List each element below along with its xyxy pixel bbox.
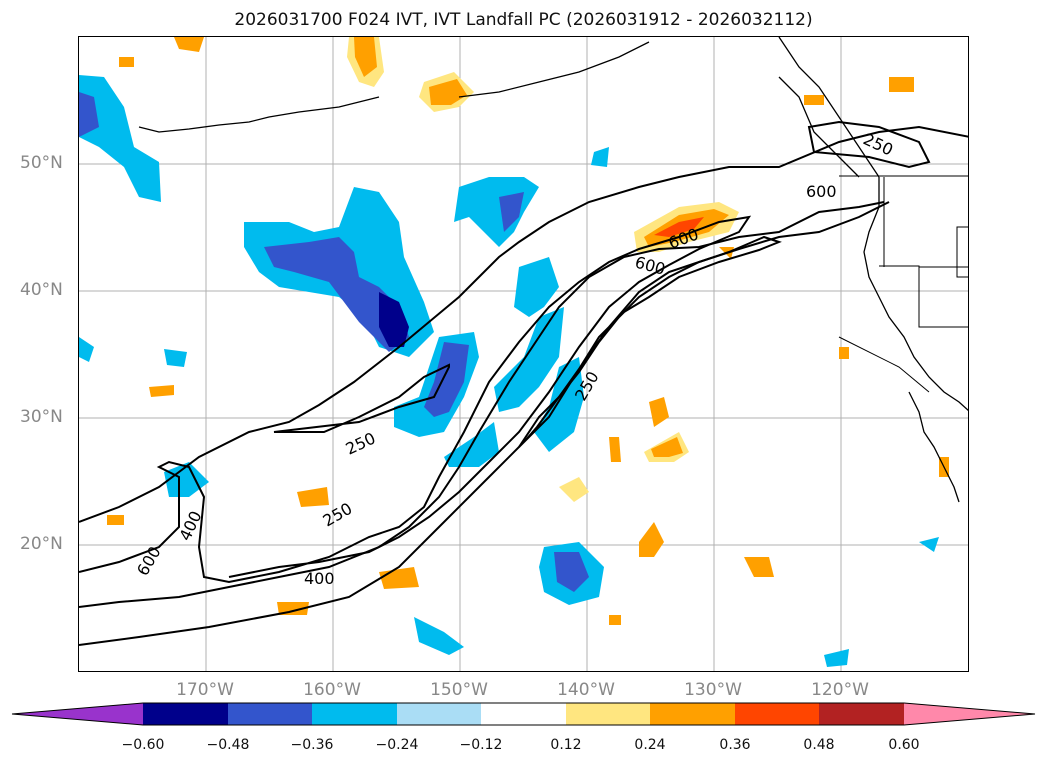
colorbar-outline bbox=[11, 702, 1036, 726]
lat-label: 30°N bbox=[20, 407, 63, 427]
colorbar-tick: 0.36 bbox=[719, 737, 751, 753]
negative-pc-regions bbox=[79, 75, 939, 667]
lon-label: 160°W bbox=[303, 680, 361, 700]
colorbar-bin bbox=[735, 703, 819, 725]
coastline bbox=[138, 37, 968, 503]
contour-label: 600 bbox=[806, 182, 837, 201]
colorbar-tick: −0.24 bbox=[375, 737, 419, 753]
lat-label: 20°N bbox=[20, 534, 63, 554]
graticule bbox=[79, 37, 968, 671]
lon-label: 120°W bbox=[811, 680, 869, 700]
map-panel: 250 250 250 250 400 400 600 600 600 600 bbox=[78, 36, 969, 672]
colorbar-over-arrow bbox=[904, 703, 1035, 725]
colorbar bbox=[11, 702, 1036, 726]
ivt-contours bbox=[79, 120, 968, 646]
colorbar-bin bbox=[481, 703, 566, 725]
colorbar-bin bbox=[143, 703, 228, 725]
colorbar-tick: 0.12 bbox=[550, 737, 582, 753]
lon-label: 170°W bbox=[176, 680, 234, 700]
colorbar-tick: 0.48 bbox=[803, 737, 835, 753]
colorbar-tick: 0.60 bbox=[888, 737, 920, 753]
lon-label: 130°W bbox=[684, 680, 742, 700]
lat-label: 50°N bbox=[20, 153, 63, 173]
map-canvas: 250 250 250 250 400 400 600 600 600 600 bbox=[79, 37, 968, 671]
colorbar-bin bbox=[819, 703, 904, 725]
contour-label: 600 bbox=[133, 543, 165, 579]
colorbar-bin bbox=[566, 703, 650, 725]
colorbar-under-arrow bbox=[12, 703, 143, 725]
map-title: 2026031700 F024 IVT, IVT Landfall PC (20… bbox=[234, 10, 813, 30]
lat-label: 40°N bbox=[20, 280, 63, 300]
contour-label: 400 bbox=[304, 569, 335, 588]
colorbar-bin bbox=[228, 703, 312, 725]
colorbar-bin bbox=[312, 703, 397, 725]
contour-label: 250 bbox=[860, 129, 896, 159]
contour-label: 250 bbox=[343, 428, 379, 458]
colorbar-bin bbox=[650, 703, 735, 725]
colorbar-tick: −0.12 bbox=[459, 737, 503, 753]
lon-label: 150°W bbox=[430, 680, 488, 700]
colorbar-tick: 0.24 bbox=[634, 737, 666, 753]
colorbar-tick: −0.48 bbox=[206, 737, 250, 753]
lon-label: 140°W bbox=[557, 680, 615, 700]
political-borders bbox=[838, 175, 968, 393]
colorbar-bin bbox=[397, 703, 481, 725]
colorbar-tick: −0.60 bbox=[121, 737, 165, 753]
colorbar-tick: −0.36 bbox=[290, 737, 334, 753]
contour-label: 600 bbox=[633, 253, 667, 279]
